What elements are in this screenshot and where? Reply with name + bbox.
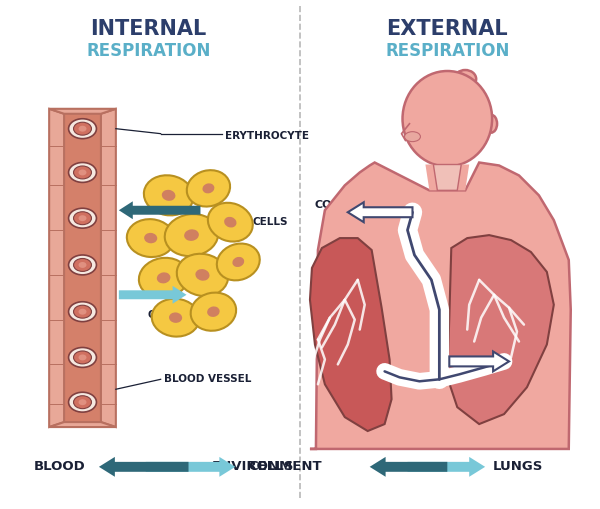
Ellipse shape <box>79 126 86 132</box>
Ellipse shape <box>202 183 214 193</box>
Polygon shape <box>425 164 469 190</box>
Ellipse shape <box>485 115 497 133</box>
Polygon shape <box>49 109 116 114</box>
Ellipse shape <box>232 257 244 267</box>
Polygon shape <box>310 238 392 431</box>
Ellipse shape <box>74 259 91 271</box>
Ellipse shape <box>68 119 97 138</box>
Text: ERYTHROCYTE: ERYTHROCYTE <box>226 131 310 140</box>
Ellipse shape <box>144 175 193 215</box>
Ellipse shape <box>68 302 97 322</box>
Ellipse shape <box>74 395 91 409</box>
Ellipse shape <box>403 71 492 166</box>
Ellipse shape <box>207 306 220 317</box>
Polygon shape <box>448 235 554 424</box>
Text: 2: 2 <box>205 189 209 199</box>
Ellipse shape <box>404 132 421 142</box>
Text: 2: 2 <box>334 202 339 211</box>
Text: CELLS: CELLS <box>252 217 288 227</box>
Polygon shape <box>64 114 101 422</box>
Ellipse shape <box>74 166 91 179</box>
Ellipse shape <box>74 351 91 364</box>
Text: BLOOD VESSEL: BLOOD VESSEL <box>164 374 251 384</box>
Ellipse shape <box>169 313 182 323</box>
Ellipse shape <box>79 215 86 221</box>
Text: BLOOD: BLOOD <box>34 460 86 473</box>
Ellipse shape <box>157 272 170 284</box>
Polygon shape <box>310 162 571 449</box>
Ellipse shape <box>74 212 91 224</box>
FancyArrow shape <box>119 286 187 304</box>
Ellipse shape <box>224 217 236 228</box>
Ellipse shape <box>68 208 97 228</box>
Ellipse shape <box>68 162 97 182</box>
Ellipse shape <box>184 230 199 241</box>
Ellipse shape <box>79 354 86 360</box>
Text: CELLS: CELLS <box>248 460 293 473</box>
Ellipse shape <box>177 254 228 296</box>
Text: ENVIRONMENT: ENVIRONMENT <box>211 460 322 473</box>
Ellipse shape <box>217 243 260 280</box>
Ellipse shape <box>152 299 199 336</box>
FancyArrow shape <box>370 457 448 477</box>
Text: LUNGS: LUNGS <box>493 460 544 473</box>
Text: INTERNAL: INTERNAL <box>91 19 207 39</box>
FancyArrow shape <box>146 457 235 477</box>
Text: CO: CO <box>314 200 332 210</box>
Ellipse shape <box>74 122 91 135</box>
Ellipse shape <box>208 203 253 242</box>
Ellipse shape <box>68 392 97 412</box>
Ellipse shape <box>74 305 91 318</box>
Polygon shape <box>433 164 461 190</box>
Polygon shape <box>101 109 116 427</box>
Text: O: O <box>148 309 157 320</box>
Text: 2: 2 <box>158 312 164 321</box>
Text: 2: 2 <box>530 351 535 360</box>
Ellipse shape <box>144 233 157 243</box>
FancyArrow shape <box>99 457 188 477</box>
Ellipse shape <box>454 70 476 88</box>
FancyArrow shape <box>449 352 509 372</box>
Ellipse shape <box>79 399 86 405</box>
Polygon shape <box>49 422 116 427</box>
Ellipse shape <box>79 169 86 176</box>
Text: O: O <box>522 350 532 359</box>
Ellipse shape <box>187 170 230 207</box>
Ellipse shape <box>139 258 188 298</box>
Ellipse shape <box>191 293 236 331</box>
Ellipse shape <box>127 219 175 257</box>
Text: EXTERNAL: EXTERNAL <box>386 19 508 39</box>
Text: CO: CO <box>185 187 202 197</box>
FancyArrow shape <box>407 457 485 477</box>
Text: RESPIRATION: RESPIRATION <box>385 42 509 60</box>
Polygon shape <box>49 109 64 427</box>
Ellipse shape <box>68 348 97 367</box>
FancyArrow shape <box>119 201 200 219</box>
Text: RESPIRATION: RESPIRATION <box>86 42 211 60</box>
Ellipse shape <box>196 269 209 280</box>
Ellipse shape <box>79 308 86 315</box>
Ellipse shape <box>165 214 218 256</box>
Ellipse shape <box>162 190 175 201</box>
Ellipse shape <box>79 262 86 268</box>
Ellipse shape <box>68 255 97 275</box>
FancyArrow shape <box>348 202 412 222</box>
